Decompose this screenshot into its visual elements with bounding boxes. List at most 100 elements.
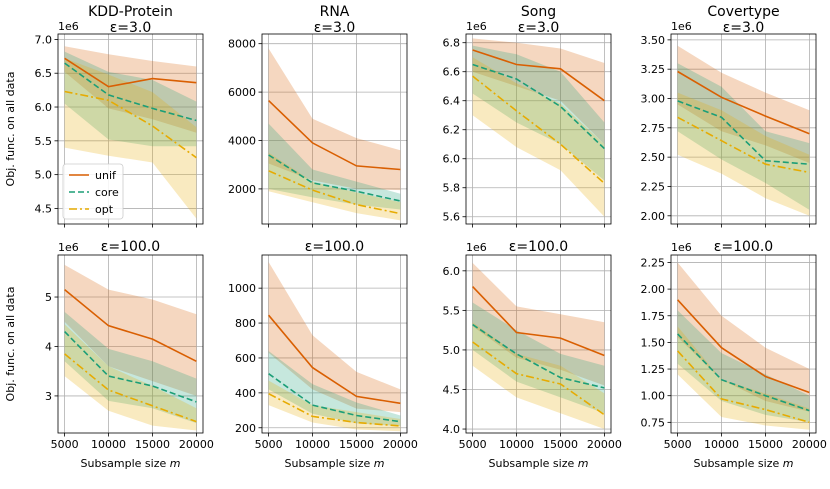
y-multiplier: 1e6 [58, 241, 79, 254]
line-unif [64, 288, 197, 363]
panel-subtitle: ε=100.0 [101, 239, 160, 255]
x-axis-label-text: Subsample size [81, 457, 170, 470]
panel-subtitle: ε=3.0 [314, 20, 356, 36]
y-tick-label: 5.0 [443, 344, 461, 357]
plot-area [268, 48, 401, 221]
line-unif [472, 49, 605, 102]
axes-frame [57, 33, 204, 225]
panel-7: 0.75 1.00 1.25 1.50 1.75 2.00 2.25 5000 10000 150… [641, 239, 827, 470]
x-tick-label: 15000 [339, 438, 374, 451]
band-opt [677, 92, 810, 216]
y-tick-label: 6.8 [443, 37, 461, 50]
line-unif [677, 299, 810, 394]
band-unif [677, 262, 810, 412]
line-core [677, 333, 810, 412]
band-core [677, 310, 810, 423]
line-core [268, 373, 401, 423]
y-tick-label: 0.75 [641, 416, 666, 429]
y-tick-label: 6.6 [443, 66, 461, 79]
line-unif [64, 57, 197, 88]
plot-area [472, 38, 605, 217]
band-opt [268, 380, 401, 432]
x-axis-label: Subsample size m [489, 457, 589, 470]
x-tick-label: 5000 [459, 438, 487, 451]
y-tick-label: 1000 [228, 282, 256, 295]
y-multiplier: 1e6 [466, 20, 487, 33]
y-axis-label: Obj. func. on all data [4, 72, 17, 187]
line-unif [268, 100, 401, 171]
line-opt [677, 350, 810, 424]
band-unif [677, 45, 810, 164]
legend: unif core opt [62, 163, 124, 220]
x-tick-label: 15000 [748, 438, 783, 451]
y-tick-label: 7.0 [35, 33, 53, 46]
line-core [677, 100, 810, 165]
y-tick-label: 5.6 [443, 211, 461, 224]
y-tick-label: 6.5 [35, 67, 53, 80]
y-tick-label: 1.50 [641, 336, 666, 349]
line-opt [64, 353, 197, 423]
y-tick-label: 2.75 [641, 122, 666, 135]
x-tick-label: 15000 [135, 438, 170, 451]
band-core [472, 302, 605, 414]
axes-frame [261, 33, 408, 225]
y-tick-label: 4.0 [443, 423, 461, 436]
legend-label-opt: opt [95, 203, 114, 216]
y-tick-label: 2.00 [641, 283, 666, 296]
panel-subtitle: ε=3.0 [723, 20, 765, 36]
y-tick-label: 3.50 [641, 34, 666, 47]
panel-6: 4.0 4.5 5.0 5.5 6.0 5000 10000 15000 20000 1e6 ε=1… [443, 239, 622, 470]
y-tick-label: 2.00 [641, 210, 666, 223]
y-tick-label: 8000 [228, 38, 256, 51]
plot-area [677, 45, 810, 216]
line-core [472, 323, 605, 389]
band-opt [64, 324, 197, 431]
y-multiplier: 1e6 [58, 20, 79, 33]
y-tick-label: 400 [235, 387, 256, 400]
y-multiplier: 1e6 [671, 20, 692, 33]
plot-area [267, 262, 401, 432]
legend-box [62, 163, 124, 220]
y-tick-label: 4000 [228, 134, 256, 147]
line-unif [677, 70, 810, 135]
plot-area [677, 262, 810, 430]
y-tick-label: 5.5 [443, 304, 461, 317]
panel-subtitle: ε=100.0 [714, 239, 773, 255]
y-tick-label: 800 [235, 317, 256, 330]
x-axis-label: Subsample size m [694, 457, 794, 470]
y-tick-label: 6.0 [443, 153, 461, 166]
x-axis-label-text: Subsample size [285, 457, 374, 470]
line-opt [472, 75, 605, 184]
y-multiplier: 1e6 [466, 241, 487, 254]
x-tick-label: 10000 [499, 438, 534, 451]
y-tick-label: 600 [235, 352, 256, 365]
y-tick-label: 6.4 [443, 95, 461, 108]
x-tick-label: 5000 [51, 438, 79, 451]
panel-subtitle: ε=100.0 [509, 239, 568, 255]
band-opt [677, 326, 810, 430]
line-opt [472, 341, 605, 416]
y-tick-label: 5 [45, 291, 52, 304]
y-tick-label: 200 [235, 422, 256, 435]
x-axis-label-text: Subsample size [489, 457, 578, 470]
y-tick-label: 6.0 [443, 265, 461, 278]
panel-subtitle: ε=100.0 [305, 239, 364, 255]
x-tick-label: 5000 [255, 438, 283, 451]
plot-area [64, 46, 197, 219]
band-opt [472, 57, 605, 217]
y-tick-label: 4 [45, 340, 52, 353]
y-tick-label: 5.0 [35, 169, 53, 182]
band-unif [472, 38, 605, 145]
band-unif [268, 48, 401, 191]
legend-label-core: core [95, 186, 119, 199]
y-tick-label: 1.00 [641, 390, 666, 403]
x-tick-label: 20000 [383, 438, 418, 451]
band-opt [268, 152, 401, 221]
x-axis-label: Subsample size m [81, 457, 181, 470]
x-axis-label-text: Subsample size [694, 457, 783, 470]
panel-4: 3 4 5 5000 10000 15000 20000 1e6 ε=100.0 Subsampl… [4, 239, 214, 470]
line-core [268, 154, 401, 202]
y-tick-label: 5.8 [443, 182, 461, 195]
